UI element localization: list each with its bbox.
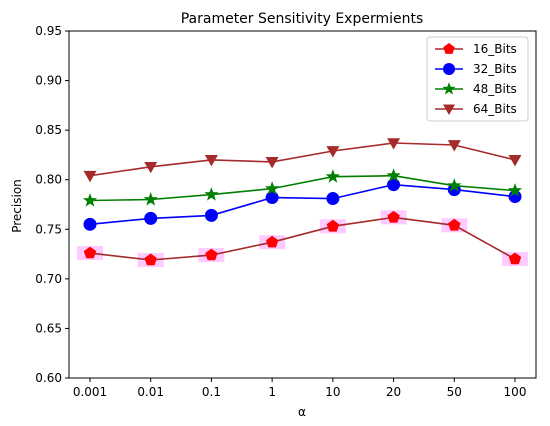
data-point xyxy=(204,155,218,167)
data-point xyxy=(507,183,523,197)
data-point xyxy=(205,248,218,261)
x-tick-label: 0.01 xyxy=(137,385,164,399)
series-line xyxy=(89,216,516,261)
x-tick-label: 1 xyxy=(268,385,276,399)
legend-label: 32_Bits xyxy=(473,62,517,76)
series-line xyxy=(89,183,516,226)
axes-frame xyxy=(68,30,537,379)
data-point xyxy=(326,219,339,232)
y-tick-label: 0.65 xyxy=(35,321,62,335)
series-line xyxy=(89,142,516,177)
series-48_Bits xyxy=(82,168,523,207)
x-tick-label: 0.001 xyxy=(73,385,107,399)
legend-marker xyxy=(443,43,455,54)
data-point xyxy=(326,192,340,206)
data-point xyxy=(325,169,340,183)
data-point xyxy=(265,181,280,195)
data-point xyxy=(386,168,401,182)
x-tick-label: 50 xyxy=(447,385,462,399)
series-64_Bits xyxy=(83,138,522,183)
data-point xyxy=(266,235,279,248)
data-point xyxy=(143,192,158,206)
axis-ticks: 0.60 0.65 0.70 0.75 0.80 0.85 0.90 0.95 0.001 0.0… xyxy=(35,24,526,399)
data-point xyxy=(83,246,97,259)
x-tick-label: 20 xyxy=(386,385,401,399)
legend: 16_Bits 32_Bits 48_Bits 64_Bits xyxy=(426,36,529,122)
data-point xyxy=(508,155,522,167)
legend-item: 48_Bits xyxy=(435,82,517,96)
legend-item: 16_Bits xyxy=(435,42,517,56)
data-point xyxy=(204,187,219,201)
data-point xyxy=(387,138,401,150)
data-point xyxy=(448,218,461,231)
legend-marker xyxy=(443,63,455,75)
data-point xyxy=(82,193,98,207)
y-tick-label: 0.90 xyxy=(35,74,62,88)
legend-marker xyxy=(443,104,455,115)
data-point xyxy=(204,208,218,222)
y-tick-label: 0.85 xyxy=(35,123,62,137)
x-axis-label: α xyxy=(298,405,306,419)
series-16_Bits xyxy=(77,210,528,268)
legend-label: 16_Bits xyxy=(473,42,517,56)
y-tick-label: 0.60 xyxy=(35,371,62,385)
data-point xyxy=(83,170,97,183)
data-point xyxy=(447,140,461,152)
plot-area xyxy=(77,138,528,268)
chart-title: Parameter Sensitivity Expermients xyxy=(181,11,424,27)
x-tick-label: 10 xyxy=(325,385,340,399)
data-point xyxy=(387,178,401,192)
y-tick-label: 0.75 xyxy=(35,222,62,236)
legend-box xyxy=(426,36,529,122)
data-point xyxy=(144,211,158,225)
y-tick-label: 0.80 xyxy=(35,173,62,187)
data-point xyxy=(83,217,97,231)
legend-item: 32_Bits xyxy=(435,62,517,76)
y-tick-label: 0.70 xyxy=(35,272,62,286)
data-point xyxy=(387,210,400,223)
y-axis-label: Precision xyxy=(10,179,24,233)
data-point xyxy=(508,252,522,265)
y-tick-label: 0.95 xyxy=(35,24,62,38)
data-point xyxy=(144,253,157,266)
legend-label: 48_Bits xyxy=(473,82,517,96)
data-point xyxy=(265,157,279,169)
data-point xyxy=(265,191,279,205)
x-tick-label: 100 xyxy=(504,385,527,399)
legend-label: 64_Bits xyxy=(473,102,517,116)
legend-marker xyxy=(442,82,456,95)
x-tick-label: 0.1 xyxy=(202,385,221,399)
data-point xyxy=(326,146,340,158)
legend-item: 64_Bits xyxy=(435,102,517,116)
series-line xyxy=(89,174,516,202)
data-point xyxy=(144,162,158,174)
data-point xyxy=(447,178,462,192)
